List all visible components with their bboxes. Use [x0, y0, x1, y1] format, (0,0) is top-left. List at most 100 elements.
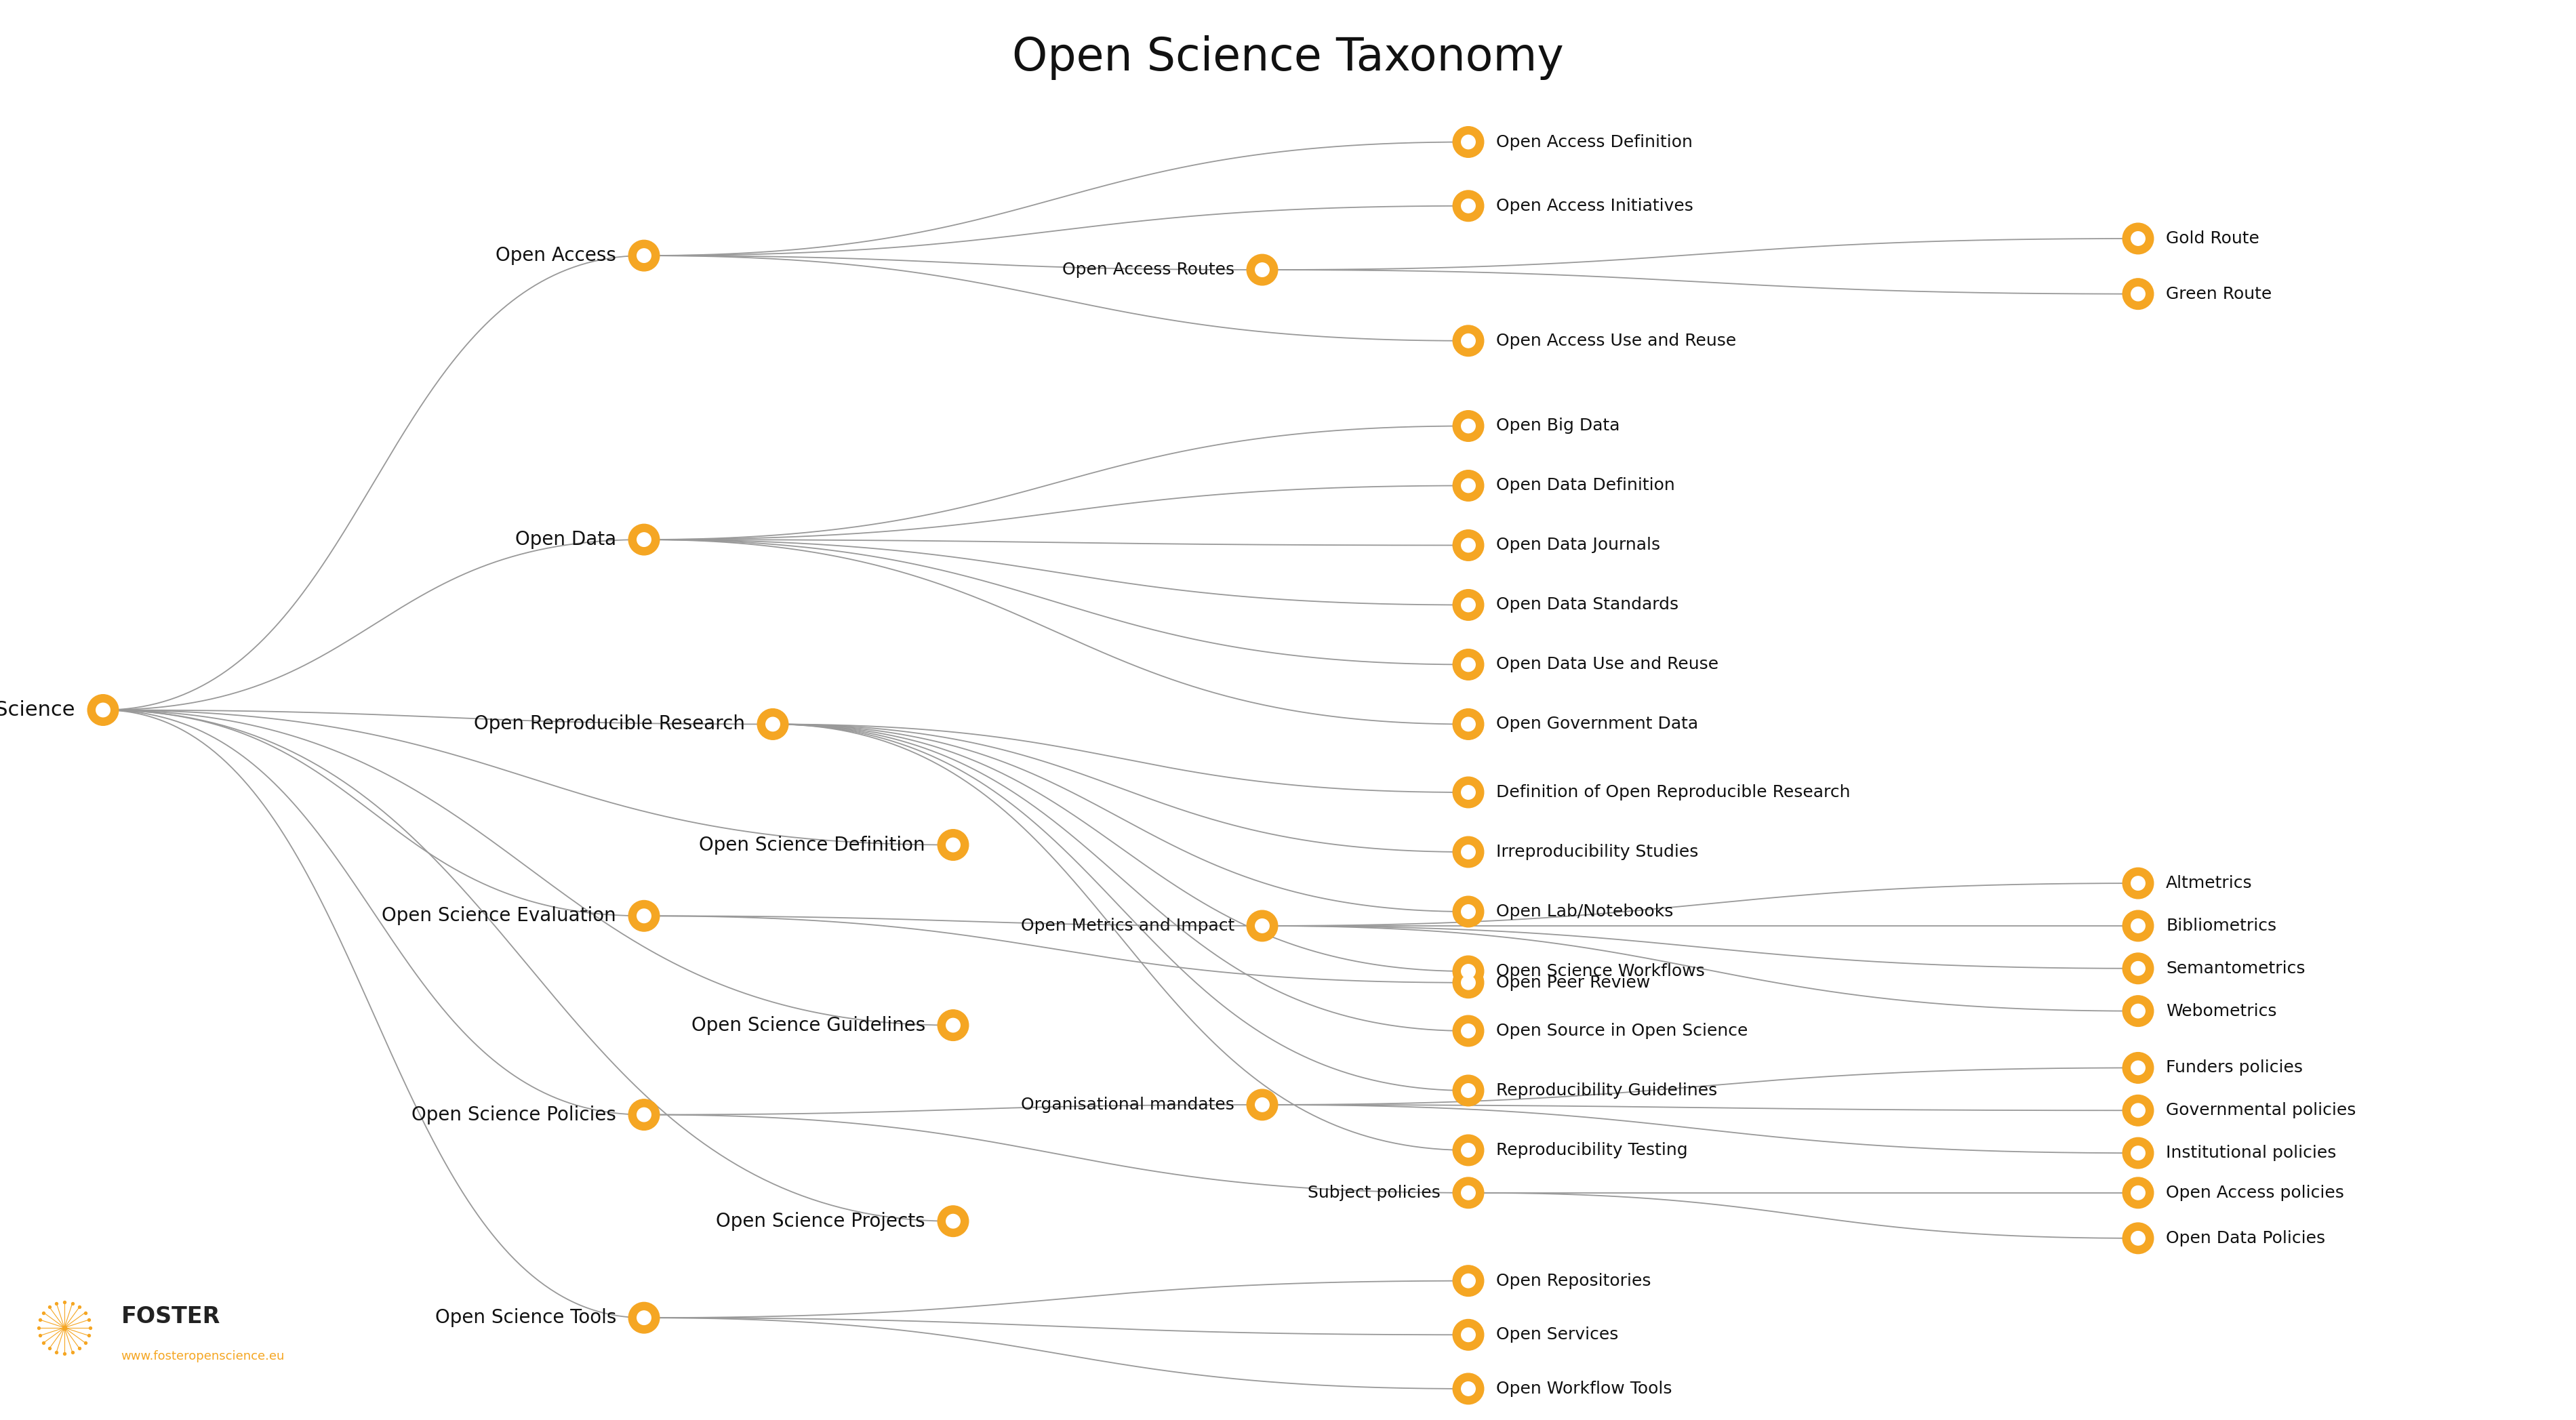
Point — [21, 1308, 62, 1331]
Ellipse shape — [1461, 1186, 1476, 1200]
Text: Open Science Tools: Open Science Tools — [435, 1308, 616, 1328]
Text: Open Metrics and Impact: Open Metrics and Impact — [1020, 917, 1234, 934]
Point — [44, 1316, 85, 1339]
Text: Open Data Standards: Open Data Standards — [1497, 596, 1680, 613]
Ellipse shape — [2130, 876, 2146, 890]
Point — [21, 1325, 62, 1348]
Point — [44, 1291, 85, 1314]
Text: Open Big Data: Open Big Data — [1497, 417, 1620, 435]
Ellipse shape — [636, 248, 652, 263]
Ellipse shape — [636, 1311, 652, 1325]
Text: Organisational mandates: Organisational mandates — [1020, 1096, 1234, 1113]
Ellipse shape — [1461, 976, 1476, 990]
Ellipse shape — [629, 524, 659, 555]
Point — [52, 1340, 93, 1363]
Text: Semantometrics: Semantometrics — [2166, 960, 2306, 977]
Text: Open Source in Open Science: Open Source in Open Science — [1497, 1022, 1749, 1039]
Ellipse shape — [2130, 1146, 2146, 1160]
Ellipse shape — [1461, 199, 1476, 213]
Ellipse shape — [2123, 995, 2154, 1027]
Point — [28, 1295, 70, 1318]
Ellipse shape — [1453, 896, 1484, 927]
Text: Open Services: Open Services — [1497, 1326, 1618, 1343]
Ellipse shape — [1461, 1024, 1476, 1038]
Text: Webometrics: Webometrics — [2166, 1003, 2277, 1020]
Ellipse shape — [2123, 1223, 2154, 1254]
Text: Governmental policies: Governmental policies — [2166, 1102, 2357, 1119]
Ellipse shape — [95, 703, 111, 717]
Point — [67, 1308, 108, 1331]
Ellipse shape — [2123, 1137, 2154, 1169]
Point — [23, 1332, 64, 1355]
Point — [59, 1295, 100, 1318]
Ellipse shape — [938, 829, 969, 861]
Text: Irreproducibility Studies: Irreproducibility Studies — [1497, 843, 1698, 861]
Ellipse shape — [2123, 223, 2154, 254]
Point — [64, 1301, 106, 1323]
Ellipse shape — [629, 1302, 659, 1333]
Text: Open Peer Review: Open Peer Review — [1497, 974, 1651, 991]
Text: Institutional policies: Institutional policies — [2166, 1145, 2336, 1162]
Ellipse shape — [629, 1099, 659, 1130]
Ellipse shape — [2130, 1103, 2146, 1118]
Ellipse shape — [2130, 1004, 2146, 1018]
Ellipse shape — [1453, 836, 1484, 868]
Ellipse shape — [2123, 953, 2154, 984]
Ellipse shape — [1453, 1015, 1484, 1047]
Text: Open Data: Open Data — [515, 530, 616, 550]
Text: Open Science Guidelines: Open Science Guidelines — [690, 1015, 925, 1035]
Text: Open Science Workflows: Open Science Workflows — [1497, 963, 1705, 980]
Text: Open Access Routes: Open Access Routes — [1061, 261, 1234, 278]
Text: Open Data Policies: Open Data Policies — [2166, 1230, 2326, 1247]
Point — [18, 1316, 59, 1339]
Point — [67, 1325, 108, 1348]
Ellipse shape — [1453, 589, 1484, 621]
Text: Open Lab/Notebooks: Open Lab/Notebooks — [1497, 903, 1674, 920]
Ellipse shape — [1453, 709, 1484, 740]
Ellipse shape — [1453, 649, 1484, 680]
Ellipse shape — [1461, 1274, 1476, 1288]
Ellipse shape — [1461, 1328, 1476, 1342]
Text: Open Data Definition: Open Data Definition — [1497, 477, 1674, 494]
Text: Open Science Policies: Open Science Policies — [412, 1105, 616, 1125]
Ellipse shape — [1453, 1177, 1484, 1208]
Ellipse shape — [1255, 919, 1270, 933]
Ellipse shape — [2130, 961, 2146, 976]
Ellipse shape — [1461, 657, 1476, 672]
Ellipse shape — [2123, 1095, 2154, 1126]
Ellipse shape — [1461, 717, 1476, 731]
Ellipse shape — [1453, 1135, 1484, 1166]
Point — [44, 1342, 85, 1365]
Ellipse shape — [2123, 868, 2154, 899]
Ellipse shape — [1453, 470, 1484, 501]
Ellipse shape — [1255, 263, 1270, 277]
Text: Open Access: Open Access — [495, 246, 616, 266]
Point — [36, 1292, 77, 1315]
Ellipse shape — [1453, 1265, 1484, 1296]
Ellipse shape — [2130, 1231, 2146, 1245]
Ellipse shape — [1453, 325, 1484, 356]
Ellipse shape — [1255, 1098, 1270, 1112]
Ellipse shape — [636, 909, 652, 923]
Ellipse shape — [1453, 410, 1484, 442]
Text: Open Science Evaluation: Open Science Evaluation — [381, 906, 616, 926]
Text: www.fosteropenscience.eu: www.fosteropenscience.eu — [121, 1350, 286, 1362]
Ellipse shape — [1247, 1089, 1278, 1120]
Ellipse shape — [945, 1018, 961, 1032]
Text: Open Science Taxonomy: Open Science Taxonomy — [1012, 36, 1564, 81]
Text: Open Access Definition: Open Access Definition — [1497, 133, 1692, 151]
Ellipse shape — [757, 709, 788, 740]
Ellipse shape — [1461, 964, 1476, 978]
Text: Open Data Journals: Open Data Journals — [1497, 537, 1662, 554]
Ellipse shape — [1453, 1319, 1484, 1350]
Ellipse shape — [2123, 1052, 2154, 1083]
Ellipse shape — [629, 900, 659, 932]
Text: Open Science Projects: Open Science Projects — [716, 1211, 925, 1231]
Text: Open Science: Open Science — [0, 700, 75, 720]
Text: Open Government Data: Open Government Data — [1497, 716, 1698, 733]
Ellipse shape — [1461, 538, 1476, 552]
Ellipse shape — [2130, 287, 2146, 301]
Ellipse shape — [1461, 905, 1476, 919]
Ellipse shape — [1461, 479, 1476, 493]
Text: FOSTER: FOSTER — [121, 1305, 222, 1328]
